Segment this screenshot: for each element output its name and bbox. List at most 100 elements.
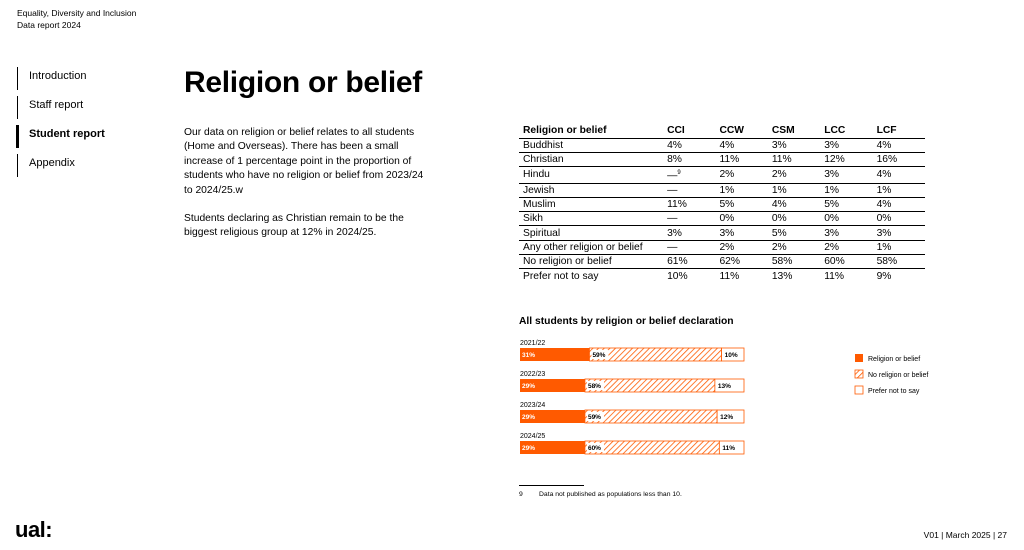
bar-segment xyxy=(584,409,718,424)
table-cell: 11% xyxy=(824,270,845,282)
table-cell: 13% xyxy=(771,270,793,282)
table-row: Sikh —0% 0% 0% 0% xyxy=(519,211,925,227)
row-label: Spiritual xyxy=(519,225,664,241)
table-cell: — xyxy=(663,183,716,198)
table-cell: 58% xyxy=(767,254,821,270)
religion-declaration-chart: 2021/22 31% 59% 10% 2022/23 29% 58% 13% 2023/24 2… xyxy=(520,340,928,455)
table-row: No religion or belief 61% 62% 58% 60% 58% xyxy=(519,254,925,270)
table-cell: 11% xyxy=(715,152,768,168)
footnote-ref: 9 xyxy=(677,170,681,177)
table-cell: 8% xyxy=(663,152,716,168)
intro-text: Our data on religion or belief relates t… xyxy=(184,126,432,241)
bar-segment xyxy=(584,440,720,455)
nav-item-appendix[interactable]: Appendix xyxy=(17,151,167,180)
table-cell: 3% xyxy=(872,225,925,241)
row-label: Prefer not to say xyxy=(523,270,599,282)
table-header: CCI xyxy=(663,124,716,139)
page-footer: V01 | March 2025 | 27 xyxy=(923,530,1007,540)
legend-swatch xyxy=(854,369,864,379)
table-row: Prefer not to say 10% 11% 13% 11% 9% xyxy=(519,269,925,283)
nav-item-introduction[interactable]: Introduction xyxy=(17,64,167,93)
page-title: Religion or belief xyxy=(184,66,422,99)
document-header: Equality, Diversity and Inclusion Data r… xyxy=(17,7,136,31)
table-cell: 1% xyxy=(715,183,768,198)
bar-value-label: 12% xyxy=(720,414,733,421)
table-cell: 4% xyxy=(663,138,716,153)
bar-category-label: 2023/24 xyxy=(520,402,545,409)
bar-value-label-bg xyxy=(586,412,604,421)
bar-category-label: 2024/25 xyxy=(520,433,545,440)
table-cell: 0% xyxy=(820,211,873,227)
row-label: Jewish xyxy=(519,183,664,198)
bar-value-label: 29% xyxy=(522,445,535,452)
row-label: Sikh xyxy=(519,211,664,227)
row-label: Buddhist xyxy=(519,138,664,153)
table-cell: 16% xyxy=(872,152,925,168)
bar-value-label: 31% xyxy=(522,352,535,359)
bar-value-label-bg xyxy=(719,412,737,421)
table-header-row: Religion or belief CCI CCW CSM LCC LCF xyxy=(519,124,925,139)
bar-category-label: 2021/22 xyxy=(520,340,545,347)
row-label: Any other religion or belief xyxy=(519,240,664,256)
section-nav: Introduction Staff report Student report… xyxy=(16,64,167,180)
table-cell: 11% xyxy=(663,197,716,213)
table-cell: 4% xyxy=(872,197,925,213)
nav-item-student-report[interactable]: Student report xyxy=(16,122,167,151)
table-cell: 3% xyxy=(715,225,768,241)
row-label: Muslim xyxy=(519,197,664,213)
table-cell: 1% xyxy=(872,183,925,198)
bar-value-label-bg xyxy=(723,350,741,359)
table-cell: — xyxy=(663,211,716,227)
table-cell: 4% xyxy=(872,138,925,153)
table-header: CSM xyxy=(767,124,821,139)
table-row: Jewish —1% 1% 1% 1% xyxy=(519,183,925,198)
table-cell: 10% xyxy=(667,270,688,282)
bar-value-label: 13% xyxy=(718,383,731,390)
table-row: Christian 8% 11% 11% 12% 16% xyxy=(519,152,925,168)
table-cell: 9% xyxy=(876,270,892,282)
bar-value-label: 29% xyxy=(522,383,535,390)
bar-segment xyxy=(589,347,723,362)
bar-category-label: 2022/23 xyxy=(520,371,545,378)
legend-swatch xyxy=(854,385,864,395)
intro-paragraph-1: Our data on religion or belief relates t… xyxy=(184,127,424,196)
footnote: 9 Data not published as populations less … xyxy=(519,491,682,498)
nav-item-staff-report[interactable]: Staff report xyxy=(17,93,167,122)
chart-title: All students by religion or belief decla… xyxy=(519,316,734,327)
table-cell: —9 xyxy=(663,166,716,184)
ual-logo: ual: xyxy=(15,517,53,542)
bar-segment xyxy=(520,441,585,454)
row-label: Christian xyxy=(519,152,664,168)
bar-segment xyxy=(520,379,585,392)
table-cell: 5% xyxy=(820,197,873,213)
table-cell: 1% xyxy=(872,240,925,256)
table-cell: 0% xyxy=(872,211,925,227)
table-cell: 2% xyxy=(820,240,873,256)
table-cell: 0% xyxy=(715,211,768,227)
table-cell: 4% xyxy=(767,197,821,213)
table-header: LCC xyxy=(820,124,873,139)
legend-label: Religion or belief xyxy=(868,356,920,363)
bar-value-label: 59% xyxy=(592,352,605,359)
legend-label: Prefer not to say xyxy=(868,388,920,395)
header-title: Equality, Diversity and Inclusion xyxy=(17,8,137,18)
table-cell: 1% xyxy=(820,183,873,198)
row-label: No religion or belief xyxy=(519,254,664,270)
table-cell: 2% xyxy=(767,240,821,256)
bar-value-label: 58% xyxy=(588,383,601,390)
table-cell: 60% xyxy=(820,254,873,270)
table-cell: 4% xyxy=(715,138,768,153)
table-cell: 2% xyxy=(715,166,768,184)
table-cell: 12% xyxy=(820,152,873,168)
religion-by-college-table: Religion or belief CCI CCW CSM LCC LCF B… xyxy=(519,124,925,283)
table-cell: 4% xyxy=(872,166,925,184)
table-cell: 3% xyxy=(820,166,873,184)
table-cell: — xyxy=(663,240,716,256)
row-label: Hindu xyxy=(519,166,664,184)
table-cell: 62% xyxy=(715,254,768,270)
table-header: LCF xyxy=(872,124,925,139)
bar-value-label-bg xyxy=(716,381,734,390)
table-row: Any other religion or belief —2% 2% 2% 1% xyxy=(519,240,925,256)
bar-value-label-bg xyxy=(721,443,739,452)
table-cell: 0% xyxy=(767,211,821,227)
